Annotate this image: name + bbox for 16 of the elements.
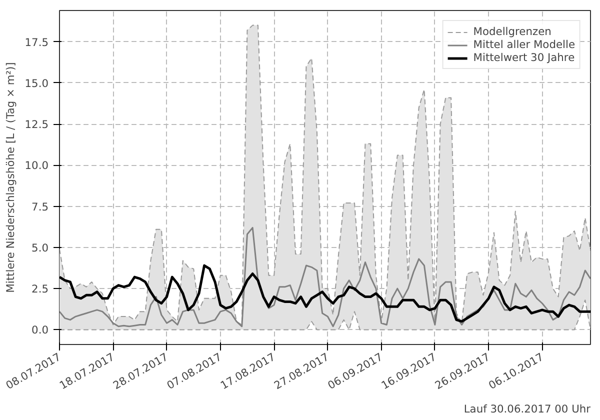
y-tick-label: 0.0	[32, 324, 49, 337]
y-tick-label: 17.5	[24, 36, 49, 49]
text: Lauf 30.06.2017 00 Uhr	[464, 402, 592, 416]
y-tick-label: 12.5	[24, 118, 49, 132]
line-series	[60, 300, 590, 330]
y-tick-label: 7.5	[32, 200, 49, 214]
y-tick-label: 2.5	[32, 282, 49, 296]
line-series	[60, 264, 590, 323]
y-tick-label: 5.0	[32, 241, 49, 254]
y-tick-label: 15.0	[24, 76, 49, 90]
line-series	[60, 226, 590, 328]
legend-label: Modellgrenzen	[473, 25, 552, 38]
y-tick-label: 10.0	[24, 159, 49, 172]
legend-label: Mittelwert 30 Jahre	[473, 51, 575, 64]
legend-label: Mittel aller Modelle	[473, 38, 575, 51]
y-axis-title: Mittlere Niederschlagshöhe [L / (Tag × m²)]	[4, 62, 17, 293]
